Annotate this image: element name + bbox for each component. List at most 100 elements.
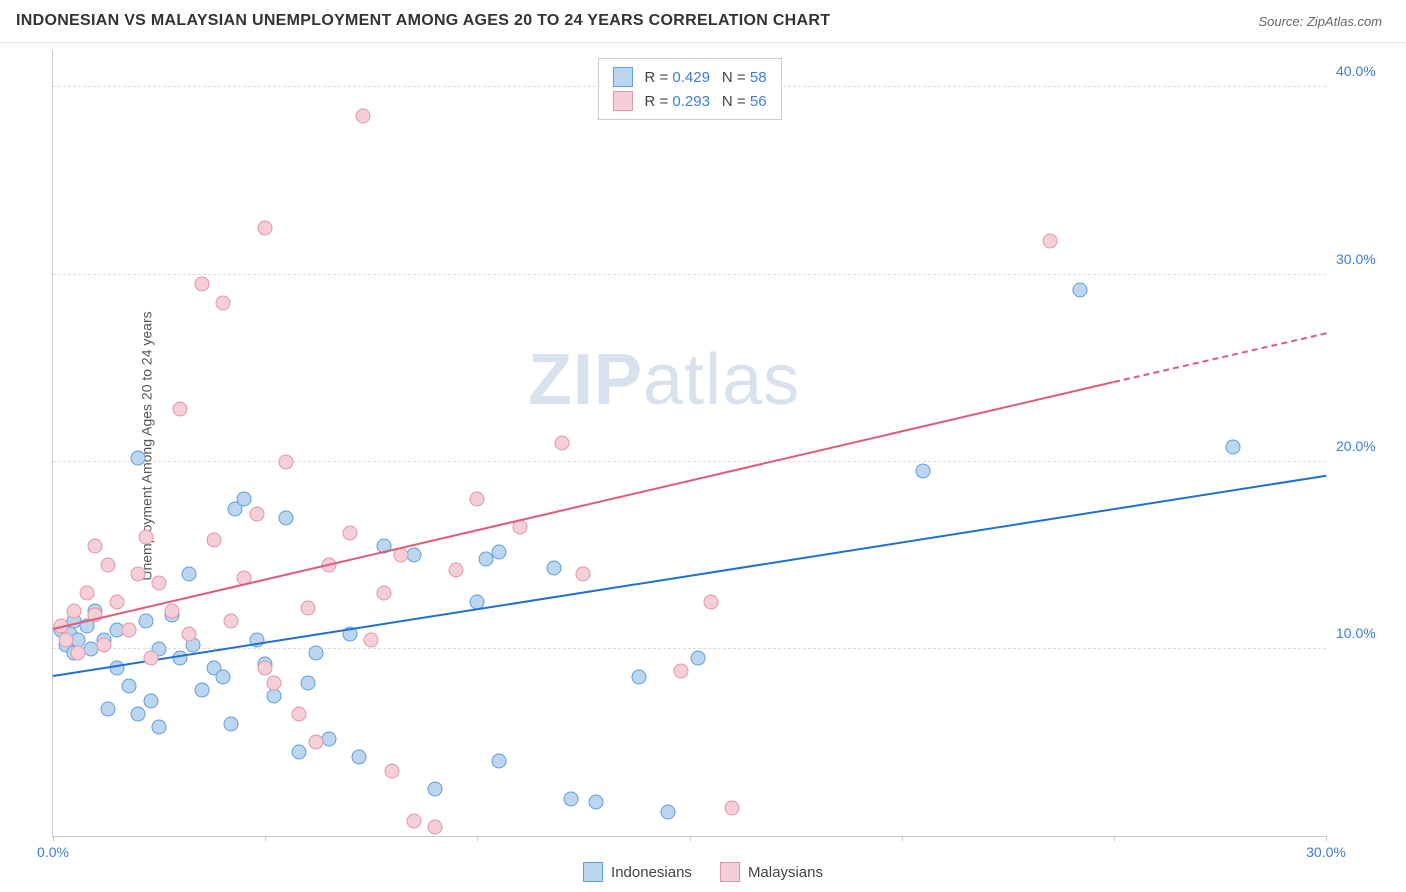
- data-point: [546, 561, 561, 576]
- data-point: [279, 510, 294, 525]
- data-point: [173, 402, 188, 417]
- data-point: [449, 563, 464, 578]
- data-point: [576, 567, 591, 582]
- series-legend: Indonesians Malaysians: [583, 862, 823, 882]
- legend-swatch: [612, 67, 632, 87]
- data-point: [88, 538, 103, 553]
- data-point: [152, 576, 167, 591]
- data-point: [376, 585, 391, 600]
- data-point: [152, 720, 167, 735]
- data-point: [130, 450, 145, 465]
- data-point: [309, 735, 324, 750]
- data-point: [224, 613, 239, 628]
- data-point: [279, 454, 294, 469]
- data-point: [915, 464, 930, 479]
- data-point: [351, 750, 366, 765]
- data-point: [427, 782, 442, 797]
- data-point: [292, 707, 307, 722]
- r-label: R = 0.429: [644, 69, 709, 86]
- data-point: [194, 683, 209, 698]
- data-point: [181, 567, 196, 582]
- stats-legend: R = 0.429 N = 58 R = 0.293 N = 56: [597, 58, 781, 120]
- x-tick-label: 0.0%: [37, 844, 69, 860]
- data-point: [79, 585, 94, 600]
- data-point: [122, 623, 137, 638]
- data-point: [343, 525, 358, 540]
- data-point: [1043, 233, 1058, 248]
- x-tick-mark: [902, 836, 903, 841]
- data-point: [258, 220, 273, 235]
- data-point: [71, 645, 86, 660]
- x-tick-mark: [53, 836, 54, 841]
- legend-label: Malaysians: [748, 864, 823, 881]
- data-point: [130, 707, 145, 722]
- n-label: N = 56: [722, 93, 767, 110]
- x-tick-mark: [265, 836, 266, 841]
- data-point: [58, 632, 73, 647]
- data-point: [674, 664, 689, 679]
- x-tick-mark: [690, 836, 691, 841]
- data-point: [194, 276, 209, 291]
- data-point: [631, 669, 646, 684]
- data-point: [143, 651, 158, 666]
- data-point: [215, 295, 230, 310]
- gridline: [53, 461, 1326, 462]
- data-point: [309, 645, 324, 660]
- y-tick-label: 40.0%: [1336, 63, 1396, 79]
- y-tick-label: 10.0%: [1336, 625, 1396, 641]
- legend-item: Malaysians: [720, 862, 823, 882]
- data-point: [661, 804, 676, 819]
- data-point: [491, 544, 506, 559]
- data-point: [703, 595, 718, 610]
- data-point: [109, 595, 124, 610]
- gridline: [53, 648, 1326, 649]
- data-point: [427, 819, 442, 834]
- data-point: [236, 492, 251, 507]
- data-point: [563, 791, 578, 806]
- data-point: [491, 754, 506, 769]
- data-point: [266, 688, 281, 703]
- y-tick-label: 30.0%: [1336, 251, 1396, 267]
- data-point: [555, 436, 570, 451]
- legend-swatch: [583, 862, 603, 882]
- legend-item: Indonesians: [583, 862, 692, 882]
- plot-region: ZIPatlas R = 0.429N = 58R = 0.293N = 56 …: [52, 50, 1326, 837]
- data-point: [67, 604, 82, 619]
- data-point: [139, 529, 154, 544]
- x-tick-mark: [1326, 836, 1327, 841]
- data-point: [164, 604, 179, 619]
- data-point: [300, 675, 315, 690]
- data-point: [96, 638, 111, 653]
- data-point: [181, 626, 196, 641]
- n-label: N = 58: [722, 69, 767, 86]
- data-point: [224, 716, 239, 731]
- x-tick-label: 30.0%: [1306, 844, 1346, 860]
- data-point: [300, 600, 315, 615]
- data-point: [173, 651, 188, 666]
- data-point: [292, 744, 307, 759]
- x-tick-mark: [1114, 836, 1115, 841]
- data-point: [101, 557, 116, 572]
- data-point: [364, 632, 379, 647]
- r-label: R = 0.293: [644, 93, 709, 110]
- y-tick-label: 20.0%: [1336, 438, 1396, 454]
- data-point: [266, 675, 281, 690]
- gridline: [53, 274, 1326, 275]
- data-point: [1225, 439, 1240, 454]
- stat-row: R = 0.429 N = 58: [612, 65, 766, 89]
- legend-swatch: [612, 91, 632, 111]
- data-point: [690, 651, 705, 666]
- data-point: [724, 800, 739, 815]
- data-point: [143, 694, 158, 709]
- data-point: [215, 669, 230, 684]
- data-point: [385, 763, 400, 778]
- data-point: [130, 567, 145, 582]
- data-point: [122, 679, 137, 694]
- x-tick-mark: [477, 836, 478, 841]
- data-point: [321, 731, 336, 746]
- data-point: [139, 613, 154, 628]
- legend-label: Indonesians: [611, 864, 692, 881]
- legend-swatch: [720, 862, 740, 882]
- data-point: [589, 795, 604, 810]
- data-point: [258, 660, 273, 675]
